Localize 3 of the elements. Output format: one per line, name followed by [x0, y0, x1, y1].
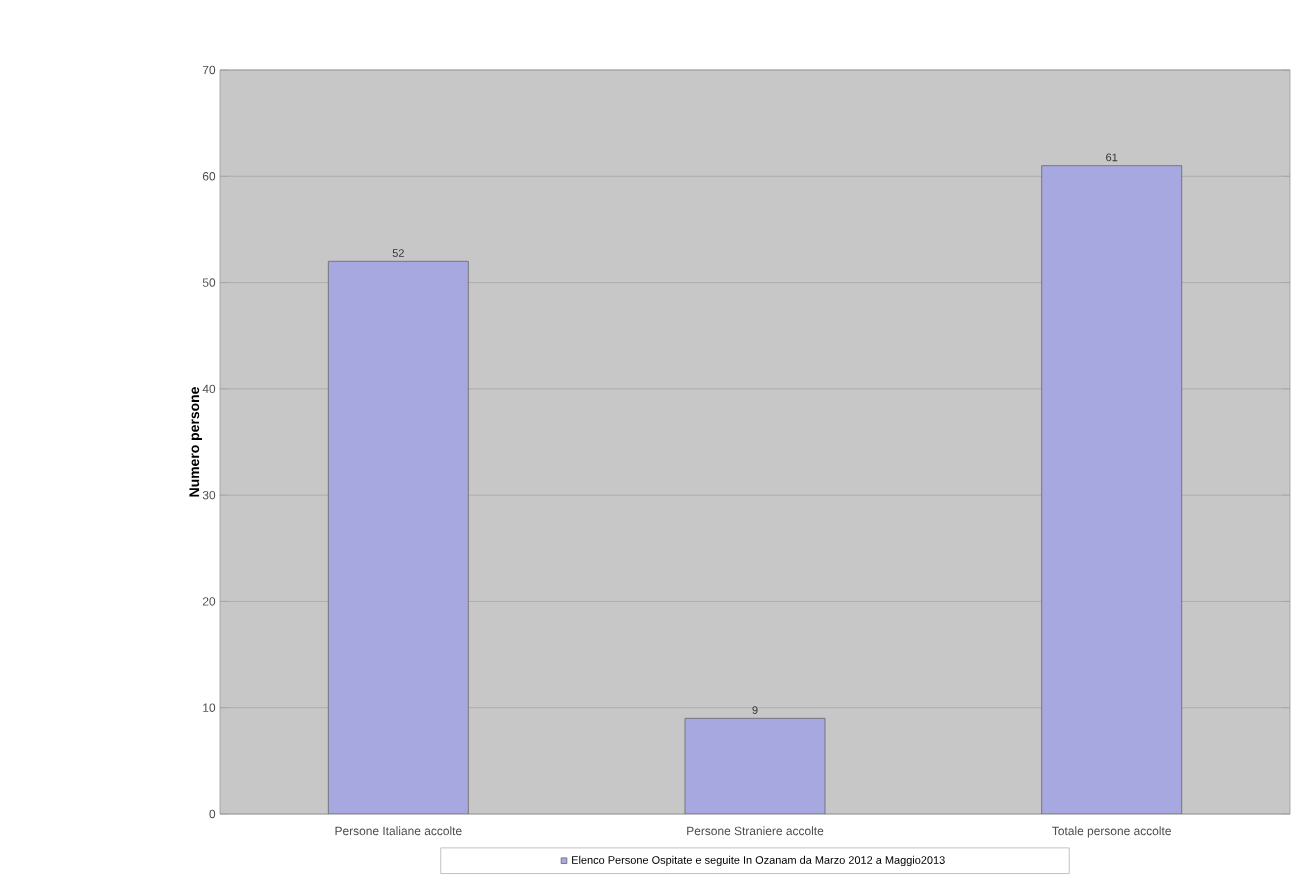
bar — [684, 717, 826, 814]
bar — [1041, 165, 1183, 814]
bar — [327, 260, 469, 814]
